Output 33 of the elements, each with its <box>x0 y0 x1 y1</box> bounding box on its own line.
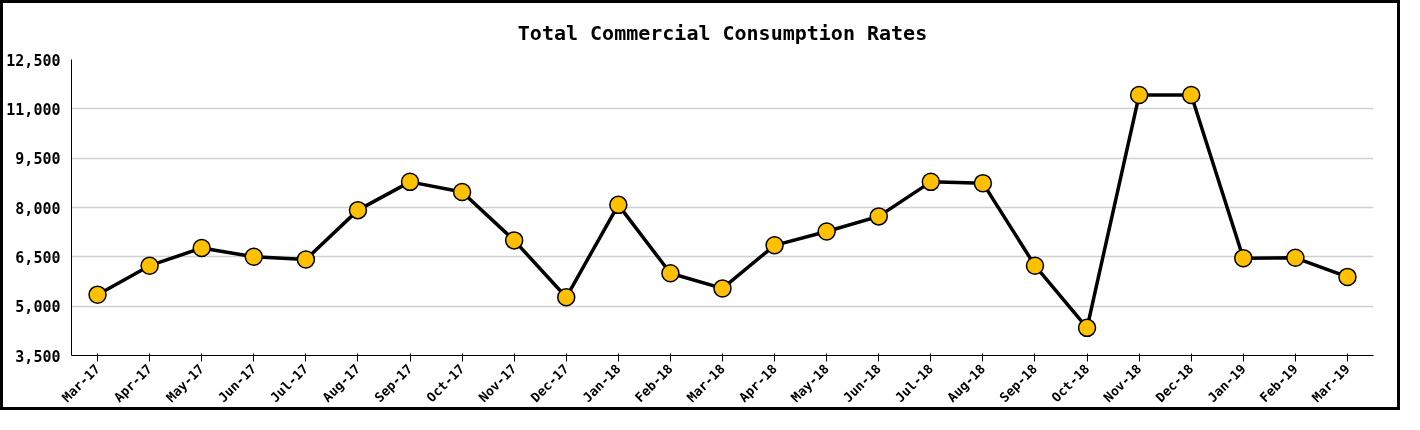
point <box>1077 318 1097 338</box>
point <box>921 172 941 192</box>
point <box>1286 248 1305 268</box>
y-tick-label: 3,500 <box>15 347 61 366</box>
point <box>1025 256 1045 275</box>
point <box>192 238 211 258</box>
point <box>713 279 732 298</box>
point <box>765 236 784 255</box>
point <box>348 200 368 220</box>
point <box>973 173 993 193</box>
point <box>609 195 628 215</box>
y-tick-label: 11,000 <box>6 100 61 119</box>
point <box>504 231 524 250</box>
point <box>869 207 888 226</box>
point <box>452 182 472 202</box>
point <box>140 256 159 275</box>
point <box>557 288 576 307</box>
point <box>296 250 316 269</box>
point <box>244 247 264 267</box>
point <box>1181 85 1201 105</box>
chart-title: Total Commercial Consumption Rates <box>517 20 928 45</box>
point <box>1338 267 1357 287</box>
point <box>400 172 420 192</box>
point <box>661 264 680 283</box>
y-tick-label: 8,000 <box>15 199 61 218</box>
y-tick-label: 12,500 <box>6 51 61 70</box>
point <box>88 285 107 304</box>
y-tick-label: 5,000 <box>15 298 61 317</box>
point <box>817 222 836 241</box>
point <box>1129 85 1149 105</box>
y-tick-label: 9,500 <box>15 150 61 169</box>
y-tick-label: 6,500 <box>15 248 61 267</box>
point <box>1234 248 1253 268</box>
